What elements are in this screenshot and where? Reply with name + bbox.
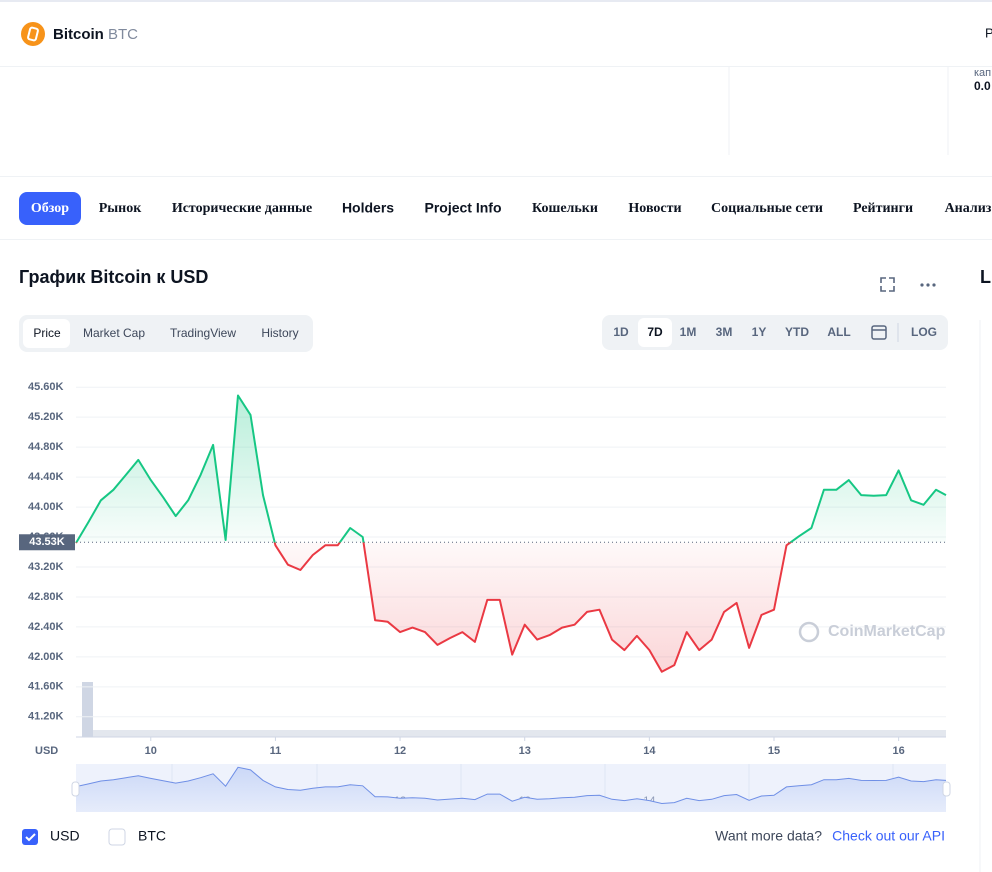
price-line [75, 394, 947, 673]
watermark-logo [798, 621, 820, 643]
fullscreen-icon[interactable] [880, 277, 895, 292]
y-tick-label: 41.60K [28, 681, 64, 693]
more-data-prompt: Want more data? [715, 828, 822, 844]
header-border [0, 66, 992, 67]
tab[interactable]: Рейтинги [853, 201, 913, 216]
active-tab-bg[interactable] [19, 192, 81, 225]
tab[interactable]: Социальные сети [711, 201, 823, 216]
coin-symbol: BTC [108, 26, 138, 43]
range-button[interactable]: 7D [647, 325, 663, 339]
checkmark [25, 833, 36, 842]
volume-bar [82, 682, 93, 737]
navigator-area [76, 767, 946, 812]
section-title: График Bitcoin к USD [19, 267, 208, 287]
chart-tabs-bg [19, 315, 313, 352]
checkbox[interactable] [108, 828, 126, 846]
navigator-line [75, 766, 947, 805]
range-bg [602, 315, 948, 350]
y-tick-label: 42.80K [28, 591, 64, 603]
tab[interactable]: Holders [342, 200, 394, 216]
x-tick-label: 10 [145, 745, 157, 757]
x-tick-label: 13 [519, 745, 531, 757]
tab[interactable]: Кошельки [532, 201, 598, 216]
chart-tab[interactable]: Price [33, 326, 61, 340]
y-tick-label: 45.60K [28, 381, 64, 393]
header-cut-label: Р [985, 25, 992, 40]
chart-tab[interactable]: History [261, 326, 298, 340]
coin-name: Bitcoin [53, 26, 104, 43]
reference-label: 43.53K [29, 536, 65, 548]
y-tick-label: 45.20K [28, 411, 64, 423]
log-button[interactable]: LOG [911, 325, 937, 339]
y-tick-label: 43.20K [28, 561, 64, 573]
x-tick-label: 16 [893, 745, 905, 757]
navigator-handle[interactable] [942, 781, 951, 797]
x-tick-label: 14 [643, 745, 656, 757]
chart-tab[interactable]: TradingView [170, 326, 236, 340]
price-area [76, 395, 946, 672]
chart-tab-active[interactable] [23, 319, 70, 348]
volume-strip [93, 730, 946, 737]
reference-label-bg [19, 534, 75, 551]
x-tick-label: 12 [394, 745, 406, 757]
side-title: Li [980, 267, 992, 287]
checkbox-checked[interactable] [22, 829, 38, 845]
range-button[interactable]: 3M [716, 325, 733, 339]
tab[interactable]: Рынок [99, 201, 143, 216]
range-active[interactable] [638, 318, 672, 347]
range-button[interactable]: 1Y [752, 325, 767, 339]
more-icon[interactable] [920, 283, 936, 287]
tab[interactable]: Обзор [31, 201, 69, 216]
y-tick-label: 44.40K [28, 471, 64, 483]
option-label[interactable]: BTC [138, 828, 166, 844]
y-tick-label: 41.20K [28, 711, 64, 723]
range-button[interactable]: 1M [680, 325, 697, 339]
option-label[interactable]: USD [50, 828, 80, 844]
x-tick-label: 11 [270, 745, 282, 757]
range-button[interactable]: YTD [785, 325, 809, 339]
tabs-border [0, 176, 992, 177]
stat-value: 0.0 [974, 79, 991, 93]
calendar-icon[interactable] [871, 325, 887, 340]
y-tick-label: 44.00K [28, 501, 64, 513]
y-tick-label: 42.00K [28, 651, 64, 663]
y-tick-label: 44.80K [28, 441, 64, 453]
range-button[interactable]: 1D [613, 325, 629, 339]
coin-glyph [27, 26, 39, 42]
tab[interactable]: Анализ [945, 201, 992, 216]
chart-tab[interactable]: Market Cap [83, 326, 145, 340]
coin-icon [21, 22, 45, 46]
y-tick-label: 42.40K [28, 621, 64, 633]
navigator-handle[interactable] [71, 781, 80, 797]
stat-label: кап [974, 67, 991, 79]
y-axis-label: USD [35, 745, 58, 757]
x-tick-label: 15 [768, 745, 780, 757]
watermark: CoinMarketCap [828, 623, 946, 640]
tab[interactable]: Исторические данные [172, 201, 312, 216]
tab[interactable]: Новости [628, 201, 681, 216]
tabs-border [0, 239, 992, 240]
api-link[interactable]: Check out our API [832, 828, 945, 844]
tab[interactable]: Project Info [424, 200, 501, 216]
range-button[interactable]: ALL [827, 325, 850, 339]
